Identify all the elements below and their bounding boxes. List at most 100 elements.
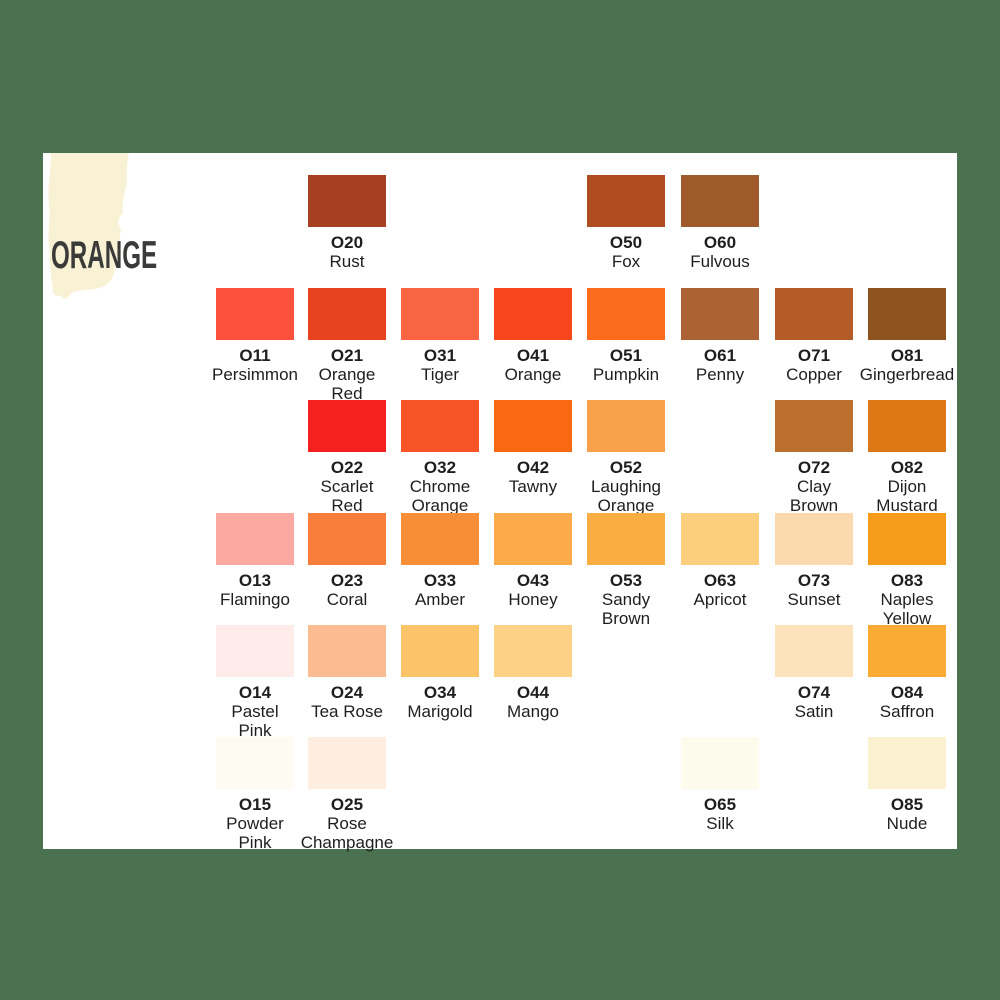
swatch-name: Persimmon (212, 365, 298, 384)
swatch-label: O34 Marigold (385, 683, 495, 721)
swatch-cell-O44: O44 Mango (478, 625, 588, 721)
color-swatch-O31 (401, 288, 479, 340)
color-swatch-O74 (775, 625, 853, 677)
color-swatch-O51 (587, 288, 665, 340)
swatch-code: O65 (703, 795, 737, 814)
swatch-label: O53 Sandy Brown (571, 571, 681, 628)
swatch-cell-O83: O83 Naples Yellow (852, 513, 962, 628)
swatch-label: O84 Saffron (852, 683, 962, 721)
color-swatch-O42 (494, 400, 572, 452)
swatch-code: O73 (797, 571, 831, 590)
swatch-name: Fox (611, 252, 641, 271)
swatch-code: O13 (238, 571, 272, 590)
swatch-code: O84 (890, 683, 924, 702)
color-swatch-O15 (216, 737, 294, 789)
swatch-name: Orange Red (318, 365, 376, 403)
swatch-label: O11 Persimmon (200, 346, 310, 384)
color-swatch-O32 (401, 400, 479, 452)
swatch-name: Dijon Mustard (876, 477, 938, 515)
swatch-label: O23 Coral (292, 571, 402, 609)
swatch-code: O31 (423, 346, 457, 365)
color-swatch-O34 (401, 625, 479, 677)
swatch-label: O52 Laughing Orange (571, 458, 681, 515)
color-swatch-O71 (775, 288, 853, 340)
swatch-code: O41 (516, 346, 550, 365)
swatch-name: Powder Pink (226, 814, 284, 852)
swatch-label: O25 Rose Champagne (292, 795, 402, 852)
swatch-name: Honey (508, 590, 558, 609)
swatch-label: O82 Dijon Mustard (852, 458, 962, 515)
swatch-cell-O65: O65 Silk (665, 737, 775, 833)
swatch-code: O11 (239, 346, 271, 365)
swatch-name: Tiger (420, 365, 460, 384)
swatch-cell-O82: O82 Dijon Mustard (852, 400, 962, 515)
color-swatch-O61 (681, 288, 759, 340)
swatch-cell-O23: O23 Coral (292, 513, 402, 609)
color-chart-card: ORANGE O20 Rust O50 Fox O60 Fulvous O11 Persimm… (43, 153, 957, 852)
swatch-label: O14 Pastel Pink (200, 683, 310, 740)
swatch-name: Pumpkin (592, 365, 660, 384)
color-swatch-O65 (681, 737, 759, 789)
swatch-label: O83 Naples Yellow (852, 571, 962, 628)
swatch-label: O13 Flamingo (200, 571, 310, 609)
swatch-label: O15 Powder Pink (200, 795, 310, 852)
swatch-code: O74 (797, 683, 831, 702)
swatch-label: O50 Fox (571, 233, 681, 271)
swatch-code: O60 (703, 233, 737, 252)
swatch-name: Tea Rose (311, 702, 383, 721)
color-swatch-O53 (587, 513, 665, 565)
swatch-code: O15 (238, 795, 272, 814)
swatch-cell-O22: O22 Scarlet Red (292, 400, 402, 515)
swatch-label: O71 Copper (759, 346, 869, 384)
swatch-code: O44 (516, 683, 550, 702)
color-swatch-O44 (494, 625, 572, 677)
swatch-cell-O51: O51 Pumpkin (571, 288, 681, 384)
swatch-cell-O73: O73 Sunset (759, 513, 869, 609)
color-swatch-O85 (868, 737, 946, 789)
swatch-cell-O34: O34 Marigold (385, 625, 495, 721)
swatch-name: Nude (886, 814, 928, 833)
color-swatch-O14 (216, 625, 294, 677)
swatch-cell-O53: O53 Sandy Brown (571, 513, 681, 628)
swatch-name: Saffron (879, 702, 935, 721)
swatch-label: O51 Pumpkin (571, 346, 681, 384)
swatch-name: Chrome Orange (409, 477, 471, 515)
color-swatch-O72 (775, 400, 853, 452)
swatch-code: O53 (609, 571, 643, 590)
swatch-cell-O84: O84 Saffron (852, 625, 962, 721)
swatch-code: O21 (330, 346, 364, 365)
swatch-name: Mango (507, 702, 559, 721)
swatch-name: Penny (695, 365, 745, 384)
swatch-code: O24 (330, 683, 364, 702)
swatch-name: Pastel Pink (231, 702, 279, 740)
color-swatch-O83 (868, 513, 946, 565)
swatch-code: O71 (797, 346, 831, 365)
swatch-cell-O21: O21 Orange Red (292, 288, 402, 403)
brush-stroke-shape (48, 153, 129, 299)
swatch-code: O85 (890, 795, 924, 814)
swatch-cell-O25: O25 Rose Champagne (292, 737, 402, 852)
swatch-label: O20 Rust (292, 233, 402, 271)
brush-stroke-decoration (48, 153, 129, 299)
swatch-cell-O72: O72 Clay Brown (759, 400, 869, 515)
swatch-label: O41 Orange (478, 346, 588, 384)
color-swatch-O81 (868, 288, 946, 340)
swatch-name: Apricot (693, 590, 747, 609)
swatch-name: Fulvous (690, 252, 750, 271)
swatch-cell-O71: O71 Copper (759, 288, 869, 384)
swatch-label: O43 Honey (478, 571, 588, 609)
swatch-cell-O15: O15 Powder Pink (200, 737, 310, 852)
swatch-name: Coral (326, 590, 368, 609)
swatch-label: O65 Silk (665, 795, 775, 833)
color-swatch-O50 (587, 175, 665, 227)
swatch-cell-O20: O20 Rust (292, 175, 402, 271)
swatch-code: O72 (797, 458, 831, 477)
swatch-code: O52 (609, 458, 643, 477)
swatch-name: Scarlet Red (320, 477, 374, 515)
color-swatch-O82 (868, 400, 946, 452)
swatch-name: Satin (794, 702, 834, 721)
page-title: ORANGE (51, 234, 158, 277)
swatch-cell-O31: O31 Tiger (385, 288, 495, 384)
color-swatch-O13 (216, 513, 294, 565)
